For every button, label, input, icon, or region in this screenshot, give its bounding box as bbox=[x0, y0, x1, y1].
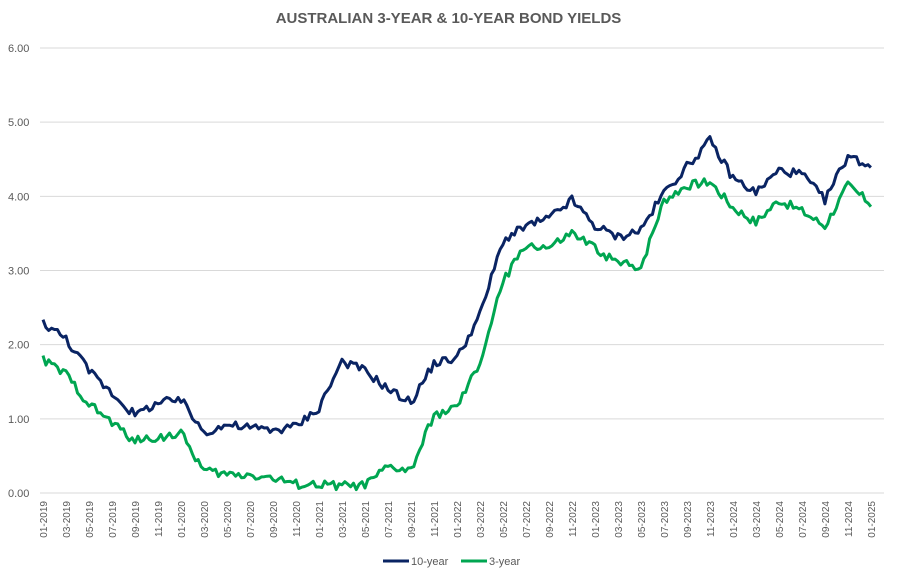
chart-title: AUSTRALIAN 3-YEAR & 10-YEAR BOND YIELDS bbox=[275, 10, 622, 27]
legend-label: 10-year bbox=[411, 556, 449, 568]
series-line-10-year bbox=[41, 135, 872, 437]
series-lines bbox=[41, 135, 873, 492]
x-tick-label: 01-2021 bbox=[315, 501, 326, 538]
x-tick-label: 07-2024 bbox=[798, 501, 809, 538]
x-tick-label: 05-2020 bbox=[223, 501, 234, 538]
x-tick-label: 05-2021 bbox=[361, 501, 372, 538]
x-tick-label: 01-2019 bbox=[39, 501, 50, 538]
gridlines bbox=[40, 47, 884, 494]
x-tick-label: 05-2024 bbox=[775, 501, 786, 538]
x-tick-label: 09-2024 bbox=[821, 501, 832, 538]
legend-label: 3-year bbox=[489, 556, 521, 568]
x-tick-label: 01-2022 bbox=[453, 501, 464, 538]
x-tick-label: 11-2020 bbox=[292, 501, 303, 537]
y-tick-labels: 0.00 1.00 2.00 3.00 4.00 5.00 6.00 bbox=[8, 43, 29, 500]
x-tick-label: 03-2023 bbox=[614, 501, 625, 538]
x-tick-label: 11-2022 bbox=[568, 501, 579, 537]
x-tick-label: 03-2020 bbox=[200, 501, 211, 538]
x-tick-label: 09-2019 bbox=[131, 501, 142, 538]
legend: 10-year 3-year bbox=[383, 556, 521, 568]
x-tick-label: 11-2019 bbox=[154, 501, 165, 537]
x-tick-label: 01-2025 bbox=[867, 501, 878, 538]
y-tick-label: 4.00 bbox=[8, 191, 29, 203]
x-tick-label: 07-2022 bbox=[522, 501, 533, 538]
y-tick-label: 6.00 bbox=[8, 43, 29, 55]
x-tick-labels: 01-2019 03-2019 05-2019 07-2019 09-2019 11-20… bbox=[39, 501, 878, 538]
y-tick-label: 1.00 bbox=[8, 414, 29, 426]
x-tick-label: 09-2023 bbox=[683, 501, 694, 538]
x-tick-label: 03-2021 bbox=[338, 501, 349, 538]
x-tick-label: 05-2019 bbox=[85, 501, 96, 538]
x-tick-label: 01-2020 bbox=[177, 501, 188, 538]
x-tick-label: 09-2021 bbox=[407, 501, 418, 538]
y-tick-label: 3.00 bbox=[8, 266, 29, 278]
y-tick-label: 0.00 bbox=[8, 488, 29, 500]
x-tick-label: 05-2023 bbox=[637, 501, 648, 538]
x-tick-label: 07-2019 bbox=[108, 501, 119, 538]
x-tick-label: 07-2023 bbox=[660, 501, 671, 538]
x-tick-label: 11-2024 bbox=[844, 501, 855, 537]
series-line-3-year bbox=[41, 177, 873, 492]
x-tick-label: 07-2021 bbox=[384, 501, 395, 538]
x-tick-label: 11-2021 bbox=[430, 501, 441, 537]
x-tick-label: 03-2019 bbox=[62, 501, 73, 538]
x-tick-label: 11-2023 bbox=[706, 501, 717, 537]
x-tick-label: 05-2022 bbox=[499, 501, 510, 538]
x-tick-label: 09-2022 bbox=[545, 501, 556, 538]
x-tick-label: 01-2023 bbox=[591, 501, 602, 538]
x-tick-label: 09-2020 bbox=[269, 501, 280, 538]
x-tick-label: 07-2020 bbox=[246, 501, 257, 538]
y-tick-label: 5.00 bbox=[8, 117, 29, 129]
x-tick-label: 03-2022 bbox=[476, 501, 487, 538]
x-tick-label: 03-2024 bbox=[752, 501, 763, 538]
y-tick-label: 2.00 bbox=[8, 340, 29, 352]
x-tick-label: 01-2024 bbox=[729, 501, 740, 538]
